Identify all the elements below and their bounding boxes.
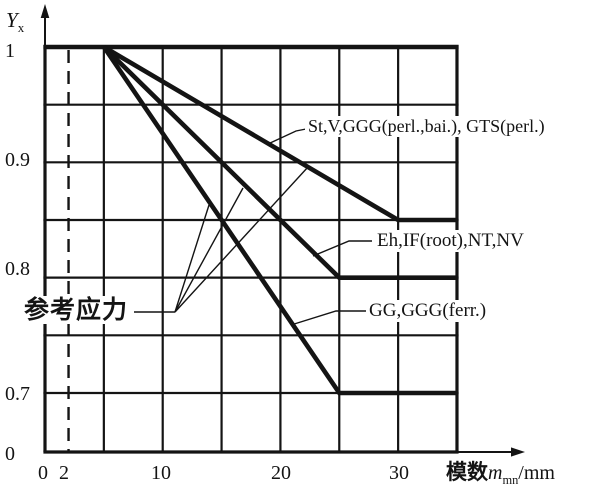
series-label-eh-if-nt-nv: Eh,IF(root),NT,NV xyxy=(374,230,527,252)
y-tick-0: 0 xyxy=(5,443,15,465)
y-axis-symbol: Y xyxy=(6,8,18,32)
y-axis-symbol-sub: x xyxy=(17,20,25,36)
series-label-st-v-ggg-gts: St,V,GGG(perl.,bai.), GTS(perl.) xyxy=(305,116,548,137)
x-tick-30: 30 xyxy=(389,462,409,484)
y-tick-1: 1 xyxy=(5,40,15,62)
x-tick-10: 10 xyxy=(151,462,171,484)
y-tick-0-7: 0.7 xyxy=(5,383,30,405)
x-tick-0: 0 xyxy=(38,462,48,484)
y-axis-label: Yx xyxy=(6,8,24,34)
y-tick-0-9: 0.9 xyxy=(5,149,30,171)
series-label-gg-ggg: GG,GGG(ferr.) xyxy=(366,300,490,322)
y-tick-0-8: 0.8 xyxy=(5,258,30,280)
x-tick-20: 20 xyxy=(271,462,291,484)
annotation-reference-stress: 参考应力 xyxy=(22,295,131,325)
x-tick-2: 2 xyxy=(59,462,69,484)
x-axis-unit: /mm xyxy=(518,462,555,484)
x-axis-label: 模数mmn/mm xyxy=(446,460,555,487)
x-axis-symbol: m xyxy=(488,462,503,484)
x-axis-symbol-sub: mn xyxy=(502,473,519,487)
x-axis-label-cn: 模数 xyxy=(446,460,488,484)
